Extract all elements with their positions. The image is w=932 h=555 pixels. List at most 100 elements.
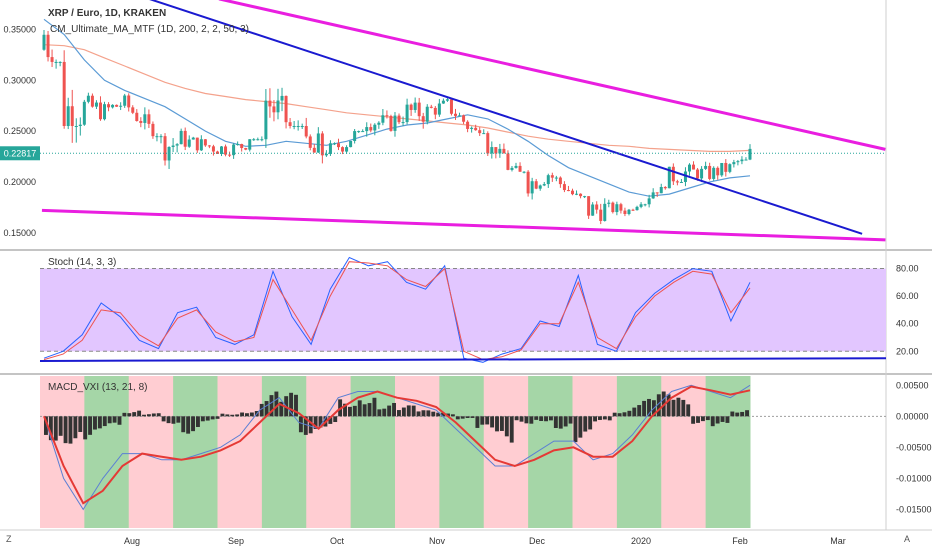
candle-body: [244, 148, 248, 150]
ma-indicator-label[interactable]: CM_Ultimate_MA_MTF (1D, 200, 2, 2, 50, 3…: [50, 24, 249, 35]
macd-histogram-bar: [352, 405, 357, 417]
candle-body: [579, 193, 583, 197]
y-tick-label: 0.35000: [3, 24, 36, 34]
candle-body: [268, 100, 272, 107]
candle-body: [611, 202, 615, 213]
macd-histogram-bar: [602, 416, 607, 420]
macd-histogram-bar: [112, 416, 117, 423]
stoch-title[interactable]: Stoch (14, 3, 3): [48, 257, 117, 268]
macd-histogram-bar: [720, 416, 725, 422]
macd-histogram-bar: [539, 416, 544, 421]
y-tick-label: 0.25000: [3, 126, 36, 136]
corner-left-label[interactable]: Z: [6, 534, 12, 544]
candle-body: [74, 126, 78, 127]
x-tick-label: Feb: [732, 536, 748, 546]
candle-body: [232, 144, 236, 156]
candle-body: [203, 139, 207, 146]
symbol-title[interactable]: XRP / Euro, 1D, KRAKEN: [48, 8, 167, 19]
candle-body: [361, 131, 365, 133]
macd-histogram-bar: [298, 416, 303, 433]
macd-histogram-bar: [450, 414, 455, 417]
macd-histogram-bar: [127, 413, 132, 417]
candle-body: [494, 147, 498, 154]
macd-histogram-bar: [544, 416, 548, 422]
candle-body: [147, 114, 151, 124]
macd-histogram-bar: [343, 403, 347, 417]
macd-histogram-bar: [269, 395, 274, 417]
macd-histogram-bar: [495, 416, 499, 432]
candle-body: [538, 185, 542, 189]
macd-histogram-bar: [88, 416, 93, 435]
trendline-magenta: [218, 0, 886, 151]
candle-body: [155, 136, 159, 138]
candle-body: [115, 104, 119, 107]
candle-body: [651, 192, 655, 199]
macd-tick-label: -0.01000: [896, 473, 932, 483]
macd-histogram-bar: [181, 416, 186, 433]
candle-body: [252, 139, 256, 141]
candle-body: [272, 106, 276, 113]
candle-body: [558, 177, 562, 185]
candle-body: [304, 126, 308, 137]
candle-body: [324, 153, 328, 156]
corner-right-label[interactable]: A: [904, 534, 911, 544]
macd-histogram-bar: [426, 410, 431, 417]
macd-histogram-bar: [97, 416, 102, 429]
macd-histogram-bar: [48, 416, 53, 441]
stoch-tick-label: 60.00: [896, 291, 919, 301]
macd-histogram-bar: [578, 416, 583, 438]
macd-histogram-bar: [416, 411, 421, 417]
candle-body: [256, 139, 260, 141]
candle-body: [663, 187, 667, 189]
macd-histogram-bar: [558, 416, 563, 429]
candle-body: [90, 95, 94, 107]
candle-body: [518, 165, 522, 172]
macd-histogram-bar: [607, 416, 612, 421]
candle-body: [696, 169, 700, 179]
candle-body: [86, 95, 90, 102]
candle-body: [284, 95, 288, 123]
candle-body: [171, 145, 175, 148]
candle-body: [587, 196, 591, 216]
stoch-d-line: [43, 261, 751, 361]
macd-histogram-bar: [588, 416, 593, 430]
candle-body: [554, 177, 558, 179]
candle-body: [449, 99, 453, 114]
macd-histogram-bar: [490, 416, 495, 428]
macd-histogram-bar: [68, 416, 73, 444]
slow-ma-line: [43, 44, 751, 152]
x-tick-label: Dec: [529, 536, 546, 546]
macd-histogram-bar: [274, 391, 279, 417]
macd-histogram-bar: [637, 405, 642, 417]
candle-body: [151, 123, 155, 137]
macd-histogram-bar: [240, 412, 245, 417]
macd-histogram-bar: [146, 414, 151, 417]
macd-histogram-bar: [563, 416, 568, 427]
macd-histogram-bar: [568, 416, 573, 424]
macd-histogram-bar: [313, 416, 318, 429]
candle-body: [103, 104, 107, 120]
macd-region-green: [616, 376, 662, 528]
candle-body: [441, 100, 445, 104]
macd-histogram-bar: [681, 399, 686, 417]
macd-histogram-bar: [446, 413, 450, 417]
macd-signal-line: [43, 385, 751, 505]
macd-region-green: [173, 376, 218, 528]
candle-body: [320, 133, 324, 156]
macd-histogram-bar: [411, 405, 416, 417]
candle-body: [308, 136, 312, 148]
macd-histogram-bar: [303, 416, 308, 435]
macd-histogram-bar: [710, 416, 715, 427]
macd-histogram-bar: [740, 411, 745, 417]
macd-histogram-bar: [377, 409, 382, 417]
macd-histogram-bar: [475, 416, 480, 428]
macd-title[interactable]: MACD_VXI (13, 21, 8): [48, 382, 148, 393]
candle-body: [369, 127, 373, 131]
candle-body: [591, 204, 595, 216]
candle-body: [163, 136, 167, 161]
candle-body: [127, 95, 131, 108]
candle-body: [546, 175, 550, 185]
macd-tick-label: 0.00500: [896, 380, 929, 390]
macd-histogram-bar: [524, 416, 529, 424]
